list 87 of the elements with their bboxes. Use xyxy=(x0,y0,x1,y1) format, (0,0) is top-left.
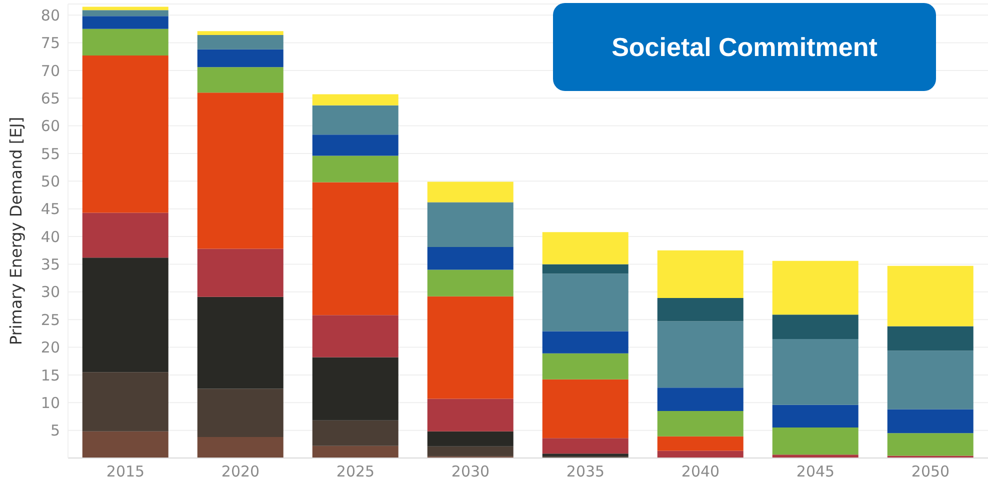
bar xyxy=(542,264,628,274)
x-tick-label: 2025 xyxy=(336,462,375,481)
bar xyxy=(427,247,514,270)
bar xyxy=(887,326,974,351)
bar xyxy=(657,298,744,322)
x-tick-label: 2050 xyxy=(911,462,950,481)
bar xyxy=(887,409,974,434)
bar xyxy=(657,450,744,458)
bar xyxy=(197,67,284,93)
bar xyxy=(82,431,168,458)
bar xyxy=(197,388,284,437)
bar xyxy=(197,35,284,50)
bar xyxy=(772,260,858,315)
bar xyxy=(772,454,858,458)
bar xyxy=(542,454,628,456)
bar xyxy=(82,28,168,56)
y-tick-label: 15 xyxy=(40,366,60,384)
y-tick-label: 10 xyxy=(40,394,60,412)
bar xyxy=(197,436,284,458)
x-tick-label: 2045 xyxy=(796,462,835,481)
y-tick-label: 25 xyxy=(40,310,60,329)
bar xyxy=(427,202,514,248)
y-tick-label: 20 xyxy=(40,338,60,357)
bar xyxy=(82,16,168,29)
y-tick-label: 35 xyxy=(40,256,60,274)
bar xyxy=(772,338,858,405)
bar xyxy=(82,212,168,258)
y-tick-label: 65 xyxy=(40,89,60,108)
bar xyxy=(657,436,744,451)
bar xyxy=(82,10,168,16)
bar xyxy=(887,433,974,456)
bar xyxy=(427,270,514,296)
bar xyxy=(772,404,858,428)
bar xyxy=(82,372,168,432)
y-tick-label: 55 xyxy=(40,144,60,163)
bar xyxy=(657,388,744,411)
x-tick-label: 2020 xyxy=(221,462,260,481)
x-tick-label: 2015 xyxy=(106,462,145,481)
bar xyxy=(427,296,514,399)
bar xyxy=(542,379,628,438)
bar xyxy=(542,232,628,264)
bar xyxy=(312,156,398,182)
bar xyxy=(542,331,628,354)
bar xyxy=(427,446,514,456)
bar xyxy=(312,94,398,106)
bar xyxy=(312,134,398,156)
bar xyxy=(772,314,858,339)
y-tick-label: 40 xyxy=(40,228,60,246)
y-tick-label: 70 xyxy=(40,62,60,80)
y-tick-label: 80 xyxy=(40,6,60,24)
x-tick-label: 2040 xyxy=(681,462,720,481)
bar xyxy=(887,350,974,410)
bar xyxy=(312,182,398,316)
x-tick-label: 2030 xyxy=(451,462,490,481)
bar xyxy=(542,274,628,332)
bar xyxy=(312,315,398,358)
bar xyxy=(657,250,744,298)
bar xyxy=(197,31,284,36)
bar xyxy=(657,410,744,436)
y-tick-label: 75 xyxy=(40,34,60,52)
bar xyxy=(82,55,168,213)
bar xyxy=(542,438,628,454)
bar xyxy=(312,420,398,446)
bar xyxy=(197,49,284,68)
x-tick-label: 2035 xyxy=(566,462,605,481)
bar xyxy=(427,182,514,202)
y-tick-label: 45 xyxy=(40,200,60,218)
bar xyxy=(772,428,858,455)
bar xyxy=(427,398,514,432)
bar xyxy=(312,446,398,458)
bar xyxy=(542,353,628,380)
bar xyxy=(197,92,284,249)
bar xyxy=(657,321,744,388)
bar xyxy=(82,6,168,10)
bar xyxy=(197,296,284,389)
y-axis-title: Primary Energy Demand [EJ] xyxy=(6,116,26,346)
y-tick-label: 50 xyxy=(40,172,60,190)
bar xyxy=(312,105,398,135)
bar xyxy=(887,266,974,326)
title-box: Societal Commitment xyxy=(553,3,936,91)
bar xyxy=(427,431,514,446)
bar xyxy=(197,248,284,297)
bar xyxy=(82,258,168,372)
y-tick-label: 30 xyxy=(40,283,60,302)
y-tick-label: 5 xyxy=(50,422,60,440)
y-tick-label: 60 xyxy=(40,117,60,136)
bar xyxy=(312,357,398,420)
